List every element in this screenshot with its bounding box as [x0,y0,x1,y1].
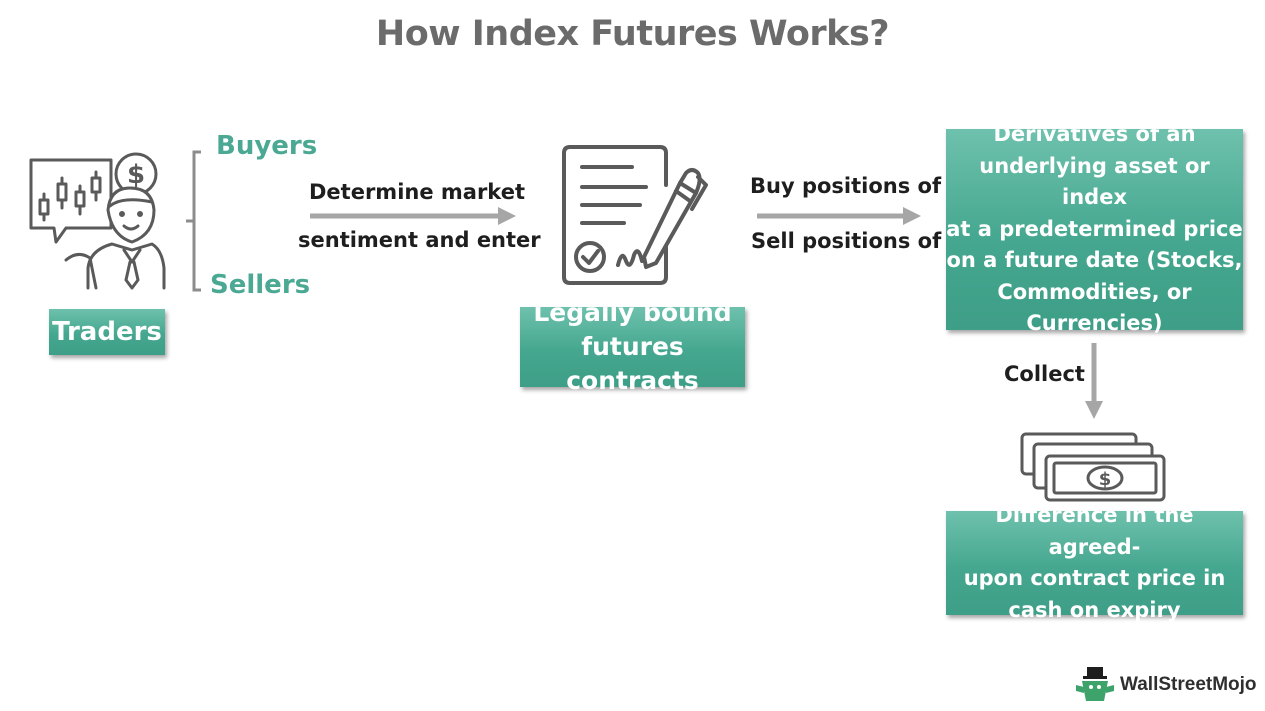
buyers-label: Buyers [216,131,318,161]
page-title: How Index Futures Works? [375,14,890,54]
arrow-right-icon [757,207,921,225]
derivatives-line: on a future date (Stocks, [946,248,1243,273]
cash-line: cash on expiry [1008,597,1181,622]
cash-bills-icon: $ [1020,432,1166,502]
contract-signing-icon [562,145,708,285]
contract-label-line1: Legally bound [533,298,732,327]
traders-label: Traders [52,317,162,347]
contract-label-line2: futures contracts [566,332,699,395]
derivatives-line: underlying asset or index [979,153,1210,210]
mojo-mascot-icon [1076,667,1114,701]
derivatives-line: Commodities, or [997,279,1192,304]
arrow1-bottom-text: sentiment and enter [298,228,541,252]
cash-line: upon contract price in [963,566,1226,590]
derivatives-line: at a predetermined price [946,216,1243,241]
arrow2-bottom-text: Sell positions of [751,229,942,253]
cash-difference-box: Difference in the agreed- upon contract … [946,503,1243,622]
derivatives-line: Currencies) [1026,311,1163,336]
arrow-right-icon [310,207,516,225]
arrow1-top-text: Determine market [309,180,525,204]
sellers-label: Sellers [210,270,311,300]
buyers-sellers-bracket [186,150,201,292]
logo-text: WallStreetMojo [1120,674,1257,695]
svg-text:$: $ [1099,469,1112,490]
derivatives-line: Derivatives of an [993,122,1196,147]
wallstreetmojo-logo: WallStreetMojo [1076,667,1257,703]
svg-text:$: $ [127,160,145,190]
arrow2-top-text: Buy positions of [750,174,942,198]
derivatives-box: Derivatives of an underlying asset or in… [946,122,1243,335]
arrow-down-icon [1085,343,1103,419]
arrow3-text: Collect [1004,362,1085,386]
traders-box: Traders [49,309,165,355]
cash-line: Difference in the agreed- [995,503,1194,559]
trader-icon: $ [29,152,166,290]
contracts-box: Legally bound futures contracts [520,298,745,395]
